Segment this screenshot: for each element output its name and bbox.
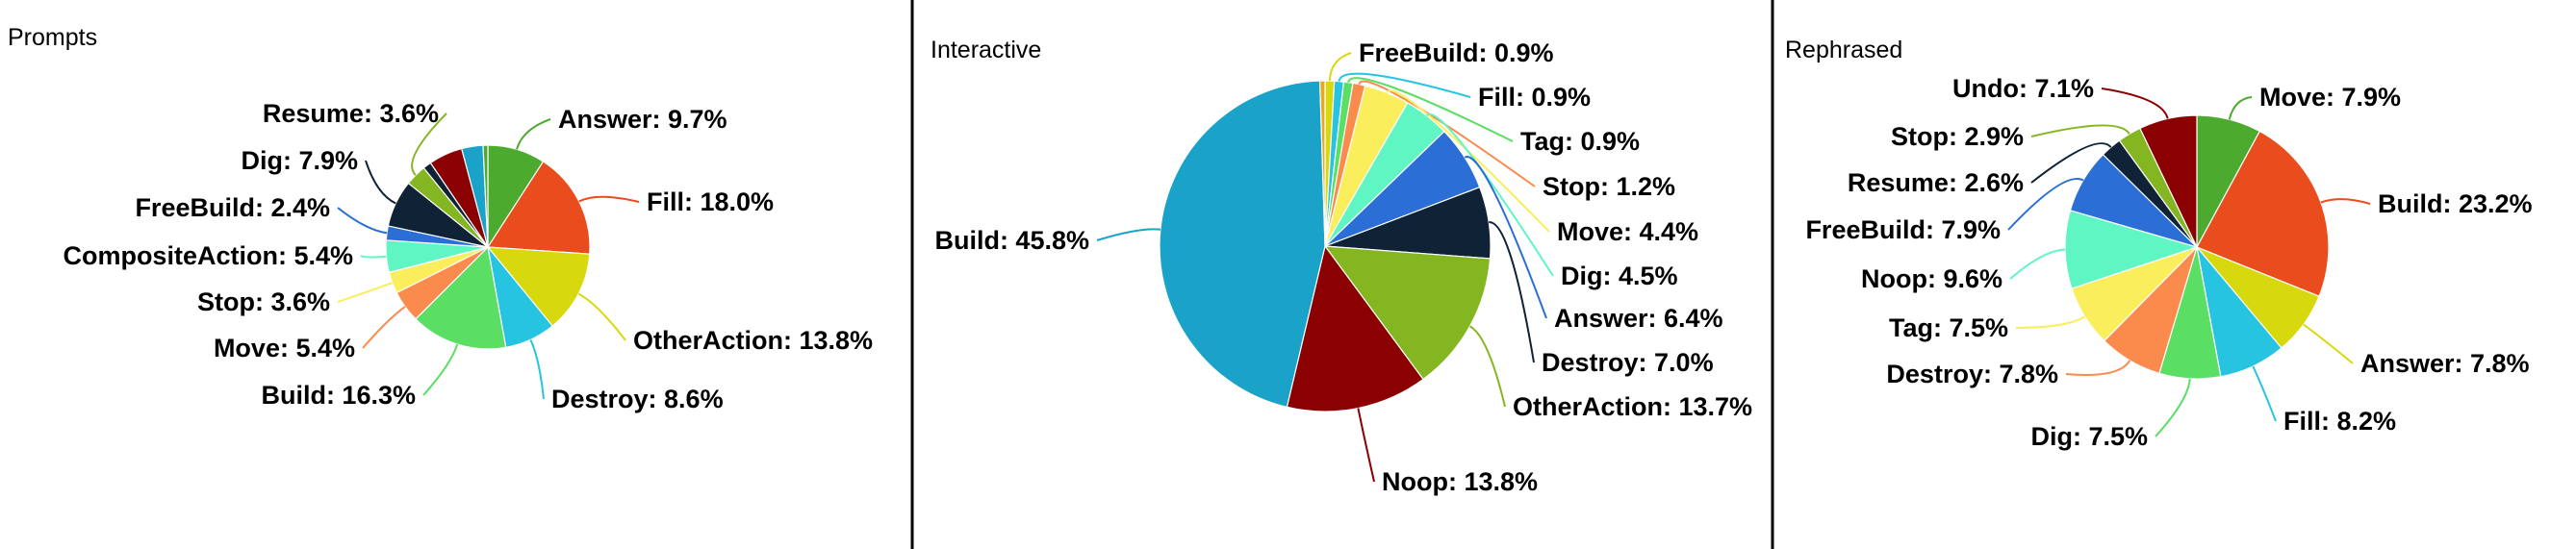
leader-line-build [1096, 228, 1160, 241]
pie-slice-build [2196, 130, 2330, 298]
chart-title-prompts: Prompts [8, 24, 97, 51]
slice-labels: Answer: 9.7% Fill: 18.0% OtherAction: 13.8… [63, 99, 873, 413]
leader-line-move [1386, 89, 1550, 233]
leader-lines [1096, 52, 1554, 483]
slice-label-stop: Stop: 3.6% [197, 287, 330, 316]
pie-slice-noop [2064, 210, 2200, 289]
slice-label-freebuild: FreeBuild: 0.9% [1359, 38, 1554, 67]
slice-label-fill: Fill: 8.2% [2283, 407, 2396, 436]
leader-line-answer [1464, 156, 1547, 319]
pie-panel-prompts: Prompts Answer: 9.7% Fill: 18.0% OtherActio… [8, 24, 873, 413]
pie [2064, 114, 2330, 380]
slice-label-otheraction: OtherAction: 13.7% [1513, 392, 1752, 421]
slice-label-resume: Resume: 3.6% [263, 99, 439, 128]
leader-line-freebuild [2007, 177, 2084, 231]
slice-label-destroy: Destroy: 8.6% [551, 385, 724, 413]
slice-label-freebuild: FreeBuild: 2.4% [135, 193, 330, 222]
leader-line-fill [578, 195, 640, 203]
leader-line-destroy [1489, 221, 1535, 363]
leader-line-tag [1347, 77, 1514, 142]
slice-label-dig: Dig: 7.9% [241, 146, 358, 175]
slice-label-tag: Tag: 0.9% [1520, 127, 1640, 156]
leader-line-stop [337, 282, 394, 303]
leader-line-answer [516, 118, 551, 150]
slice-label-answer: Answer: 7.8% [2360, 349, 2530, 378]
leader-line-fill [1338, 72, 1471, 98]
leader-line-move [362, 306, 406, 349]
leader-line-dig [365, 160, 396, 205]
slice-label-noop: Noop: 9.6% [1861, 264, 2002, 293]
slice-label-fill: Fill: 0.9% [1478, 83, 1591, 112]
slice-label-answer: Answer: 6.4% [1554, 304, 1723, 333]
leader-line-tag [2015, 315, 2086, 329]
leader-line-build [422, 343, 459, 396]
slice-labels: FreeBuild: 0.9% Fill: 0.9% Tag: 0.9% Stop: … [934, 38, 1752, 496]
leader-line-destroy [2065, 360, 2131, 376]
slice-label-tag: Tag: 7.5% [1889, 313, 2008, 342]
slice-label-build: Build: 45.8% [934, 226, 1089, 255]
slice-label-compositeaction: CompositeAction: 5.4% [63, 241, 353, 270]
leader-line-resume [411, 112, 447, 176]
slice-label-undo: Undo: 7.1% [1952, 74, 2094, 103]
pie-slice-unlabeled [1318, 80, 1326, 247]
slice-label-stop: Stop: 2.9% [1891, 122, 2024, 151]
leader-line-freebuild [1328, 52, 1352, 82]
leader-line-fill [2252, 365, 2277, 422]
leader-line-freebuild [337, 207, 388, 235]
leader-lines [2007, 87, 2371, 437]
slice-label-otheraction: OtherAction: 13.8% [633, 326, 873, 355]
slice-label-build: Build: 23.2% [2378, 189, 2533, 218]
leader-line-move [2228, 96, 2253, 120]
slice-label-freebuild: FreeBuild: 7.9% [1805, 215, 2001, 244]
leader-line-destroy [529, 338, 545, 400]
leader-line-answer [2303, 323, 2354, 364]
slice-label-dig: Dig: 4.5% [1561, 262, 1678, 290]
leader-line-otheraction [577, 292, 626, 341]
leader-lines [337, 112, 640, 400]
leader-line-stop [2030, 124, 2130, 137]
slice-label-fill: Fill: 18.0% [647, 187, 774, 216]
pie-panel-interactive: Interactive FreeBuild: 0.9% Fill: 0.9% Tag:… [931, 37, 1752, 496]
slice-label-resume: Resume: 2.6% [1848, 168, 2024, 197]
pie-slice-otheraction [486, 246, 591, 327]
slice-label-answer: Answer: 9.7% [558, 105, 727, 134]
leader-line-dig [1426, 113, 1554, 277]
slice-label-move: Move: 7.9% [2259, 83, 2401, 112]
pie-slice-undo [2139, 114, 2198, 248]
leader-line-compositeaction [360, 255, 387, 259]
pie-slice-fill [486, 161, 591, 255]
leader-line-stop [1358, 80, 1536, 187]
chart-title-rephrased: Rephrased [1785, 37, 1902, 63]
leader-line-noop [2009, 248, 2066, 280]
slice-label-destroy: Destroy: 7.8% [1886, 360, 2058, 388]
leader-line-resume [2030, 142, 2112, 184]
pie-slice-unlabeled [482, 144, 489, 248]
slice-label-dig: Dig: 7.5% [2030, 422, 2148, 451]
slice-labels: Move: 7.9% Build: 23.2% Answer: 7.8% Fill: … [1805, 74, 2532, 451]
leader-line-build [2320, 198, 2371, 205]
leader-line-otheraction [1468, 325, 1506, 408]
slice-label-move: Move: 4.4% [1557, 217, 1698, 246]
chart-title-interactive: Interactive [931, 37, 1041, 63]
pie [1159, 80, 1492, 412]
slice-label-noop: Noop: 13.8% [1382, 467, 1538, 496]
pie [385, 144, 591, 350]
slice-label-move: Move: 5.4% [214, 334, 355, 362]
leader-line-undo [2101, 87, 2169, 119]
pie-panel-rephrased: Rephrased Move: 7.9% Build: 23.2% Answer: 7… [1785, 37, 2533, 451]
slice-label-build: Build: 16.3% [261, 381, 416, 410]
leader-line-dig [2155, 378, 2191, 437]
pie-slice-otheraction [1323, 245, 1492, 381]
slice-label-stop: Stop: 1.2% [1543, 172, 1675, 201]
slice-label-destroy: Destroy: 7.0% [1542, 348, 1714, 377]
leader-line-noop [1357, 408, 1375, 483]
